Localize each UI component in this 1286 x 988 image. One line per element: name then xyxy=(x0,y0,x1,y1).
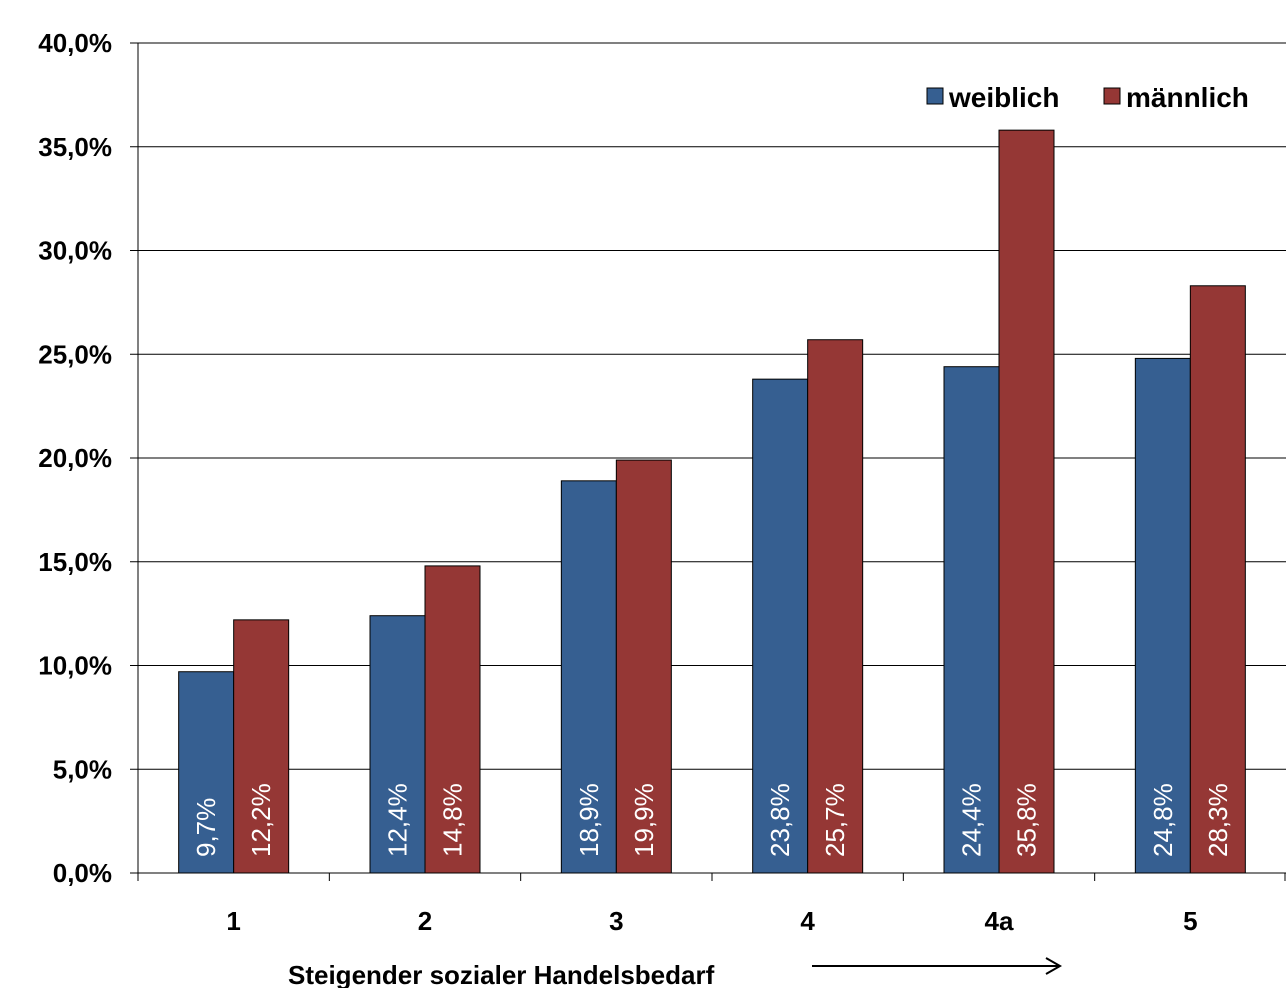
y-tick-label: 35,0% xyxy=(38,132,112,162)
bar-weiblich-1 xyxy=(178,671,235,874)
trend-arrow xyxy=(812,957,1063,975)
bars: 9,7% 12,2% 12,4% 14,8% 18,9% 19,9% 23,8% 25,7% 2… xyxy=(178,129,1246,874)
bar-maennlich-3 xyxy=(615,459,672,874)
y-tick-label: 30,0% xyxy=(38,236,112,266)
gridlines xyxy=(138,42,1286,770)
legend-label-maennlich: männlich xyxy=(1126,82,1249,113)
data-label: 24,4% xyxy=(957,783,987,857)
y-tick-label: 10,0% xyxy=(38,651,112,681)
bar-weiblich-4 xyxy=(752,378,809,874)
bar-maennlich-4 xyxy=(807,339,864,874)
y-tick-label: 5,0% xyxy=(53,754,112,784)
y-tick-label: 25,0% xyxy=(38,339,112,369)
data-label: 28,3% xyxy=(1203,783,1233,857)
legend-swatch-maennlich xyxy=(1103,87,1121,105)
x-axis-title: Steigender sozialer Handelsbedarf xyxy=(288,960,715,988)
x-tick-label: 5 xyxy=(1183,906,1197,936)
axes: 0,0% 5,0% 10,0% 15,0% 20,0% 25,0% 30,0% 35,0% 40… xyxy=(38,28,1286,936)
x-tick-label: 4 xyxy=(800,906,815,936)
y-tick-label: 20,0% xyxy=(38,443,112,473)
bar-maennlich-1 xyxy=(233,619,290,874)
legend-swatch-weiblich xyxy=(926,87,944,105)
data-label: 12,4% xyxy=(383,783,413,857)
legend: weiblich männlich xyxy=(926,82,1249,113)
x-tick-label: 4a xyxy=(985,906,1014,936)
data-label: 23,8% xyxy=(765,783,795,857)
data-label: 14,8% xyxy=(438,783,468,857)
x-tick-label: 1 xyxy=(226,906,240,936)
x-tick-label: 3 xyxy=(609,906,623,936)
data-label: 18,9% xyxy=(574,783,604,857)
y-tick-label: 0,0% xyxy=(53,858,112,888)
data-label: 24,8% xyxy=(1148,783,1178,857)
bar-maennlich-2 xyxy=(424,565,481,874)
data-label: 19,9% xyxy=(629,783,659,857)
legend-label-weiblich: weiblich xyxy=(948,82,1059,113)
data-label: 25,7% xyxy=(820,783,850,857)
data-label: 9,7% xyxy=(191,798,221,857)
y-tick-label: 15,0% xyxy=(38,547,112,577)
y-tick-label: 40,0% xyxy=(38,28,112,58)
x-tick-label: 2 xyxy=(418,906,432,936)
bar-weiblich-2 xyxy=(369,615,426,874)
data-label: 35,8% xyxy=(1012,783,1042,857)
bar-maennlich-4a xyxy=(998,129,1055,874)
data-label: 12,2% xyxy=(246,783,276,857)
bar-maennlich-5 xyxy=(1189,285,1246,874)
